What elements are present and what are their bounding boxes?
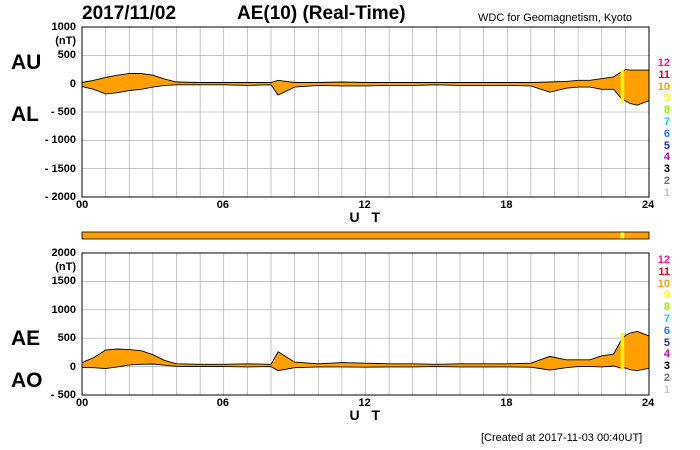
- x-tick-label: 12: [358, 397, 371, 409]
- y-tick-label: 0: [69, 77, 76, 90]
- legend-entry-4: 4: [663, 348, 670, 361]
- legend-entry-3: 3: [663, 360, 670, 373]
- chart-date: 2017/11/02: [82, 3, 177, 24]
- series-line-al: [81, 84, 650, 106]
- y-tick-label: - 500: [50, 106, 76, 118]
- ae-label: AE: [11, 327, 41, 350]
- x-tick-label: 24: [642, 199, 655, 211]
- al-label: AL: [11, 103, 39, 126]
- x-tick-label: 18: [500, 397, 513, 409]
- legend-entry-10: 10: [657, 277, 670, 290]
- y-tick-label: - 2000: [44, 191, 76, 203]
- legend-entry-6: 6: [663, 127, 670, 140]
- x-tick-label: 06: [216, 397, 229, 409]
- legend-entry-5: 5: [663, 139, 670, 152]
- legend-entry-8: 8: [663, 104, 670, 117]
- status-bar-segment: [624, 232, 649, 239]
- legend-entry-7: 7: [663, 313, 670, 325]
- legend-entry-9: 9: [663, 289, 670, 302]
- status-bar-segment: [82, 232, 621, 239]
- legend-entry-5: 5: [663, 336, 670, 349]
- created-timestamp: [Created at 2017-11-03 00:40UT]: [481, 432, 643, 444]
- legend-entry-2: 2: [663, 175, 670, 187]
- series-line-ao: [81, 363, 650, 372]
- legend-entry-10: 10: [657, 80, 670, 93]
- y-unit-label: (nT): [55, 261, 76, 273]
- x-axis-label: U T: [349, 407, 385, 423]
- highlight-interval: [620, 332, 625, 371]
- legend-entry-3: 3: [663, 163, 670, 176]
- legend-entry-1: 1: [663, 186, 670, 199]
- legend-entry-7: 7: [663, 116, 670, 128]
- legend-entry-9: 9: [663, 92, 670, 105]
- legend-entry-1: 1: [663, 383, 670, 396]
- y-tick-label: - 1500: [44, 162, 76, 175]
- y-tick-label: 1000: [51, 303, 76, 316]
- plot-frame: [81, 252, 650, 396]
- x-tick-label: 00: [76, 199, 89, 211]
- legend-entry-12: 12: [657, 254, 670, 266]
- legend-entry-12: 12: [657, 57, 670, 69]
- highlight-interval: [620, 69, 625, 104]
- x-tick-label: 12: [358, 199, 371, 211]
- x-tick-label: 06: [216, 199, 229, 211]
- au-label: AU: [11, 51, 42, 74]
- legend-entry-6: 6: [663, 324, 670, 337]
- x-tick-label: 18: [500, 199, 513, 211]
- y-tick-label: 0: [69, 360, 76, 373]
- y-tick-label: 1500: [51, 275, 76, 288]
- plot-frame: [81, 26, 650, 198]
- y-tick-label: 500: [57, 49, 76, 62]
- series-line-ae: [81, 330, 650, 365]
- y-unit-label: (nT): [55, 35, 76, 47]
- x-axis-label: U T: [349, 209, 385, 225]
- y-tick-label: 500: [57, 332, 76, 345]
- legend-entry-4: 4: [663, 151, 670, 164]
- x-tick-label: 00: [76, 397, 89, 409]
- legend-entry-8: 8: [663, 301, 670, 314]
- y-tick-label: - 1000: [44, 134, 76, 147]
- ao-label: AO: [11, 369, 43, 392]
- legend-entry-11: 11: [658, 265, 670, 278]
- y-tick-label: - 500: [50, 389, 76, 401]
- x-tick-label: 24: [642, 397, 655, 409]
- legend-entry-11: 11: [658, 68, 670, 81]
- status-bar-frame: [81, 231, 650, 240]
- series-line-au: [81, 69, 649, 83]
- y-tick-label: 2000: [51, 247, 76, 259]
- status-bar-segment: [620, 232, 625, 239]
- legend-entry-2: 2: [663, 372, 670, 384]
- y-tick-label: 1000: [51, 21, 76, 33]
- data-source: WDC for Geomagnetism, Kyoto: [478, 12, 633, 24]
- chart-title: AE(10) (Real-Time): [237, 3, 406, 24]
